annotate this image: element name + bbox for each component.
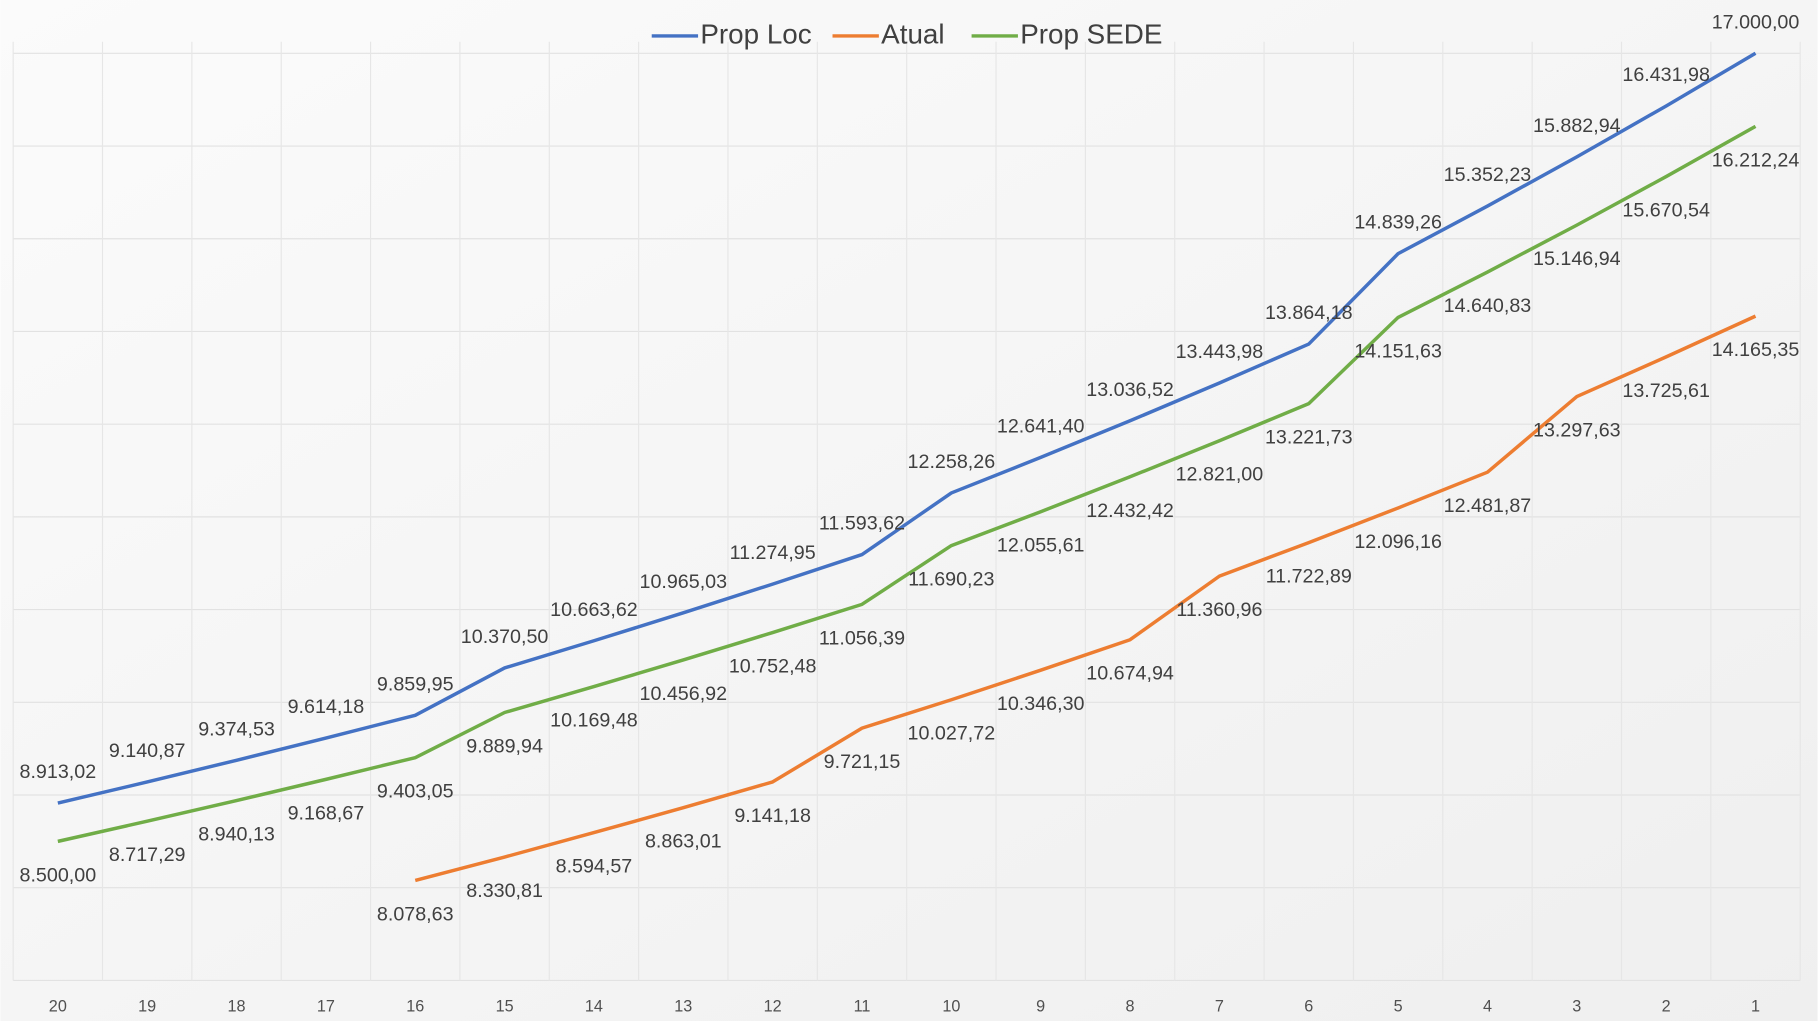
x-tick-label: 5 — [1394, 998, 1403, 1016]
x-tick-label: 9 — [1036, 998, 1045, 1016]
data-label: 11.274,95 — [730, 542, 816, 564]
data-label: 8.863,01 — [645, 831, 722, 853]
data-label: 12.641,40 — [997, 415, 1085, 437]
data-label: 12.096,16 — [1354, 531, 1442, 553]
x-tick-label: 11 — [854, 998, 871, 1016]
data-label: 8.913,02 — [20, 761, 97, 783]
legend-label: Prop Loc — [700, 18, 811, 49]
x-tick-label: 13 — [674, 998, 692, 1016]
data-label: 10.370,50 — [461, 626, 549, 648]
series-line — [57, 51, 1757, 805]
data-label: 12.432,42 — [1086, 500, 1174, 522]
data-label: 8.940,13 — [198, 824, 275, 846]
data-label: 16.431,98 — [1622, 64, 1710, 86]
legend-label: Atual — [881, 18, 944, 49]
x-tick-label: 7 — [1215, 998, 1224, 1016]
data-label: 9.614,18 — [288, 696, 365, 718]
data-label: 15.670,54 — [1622, 200, 1710, 222]
data-label: 13.864,18 — [1265, 302, 1353, 324]
x-tick-label: 20 — [49, 998, 67, 1016]
data-label: 12.258,26 — [908, 451, 996, 473]
series-line — [414, 314, 1757, 883]
data-label: 13.725,61 — [1622, 380, 1710, 402]
x-tick-label: 2 — [1662, 998, 1671, 1016]
data-label: 10.027,72 — [908, 723, 996, 745]
x-tick-label: 6 — [1304, 998, 1313, 1016]
x-tick-label: 4 — [1483, 998, 1492, 1016]
data-label: 15.352,23 — [1444, 164, 1532, 186]
data-label: 12.055,61 — [997, 535, 1085, 557]
data-label: 9.168,67 — [288, 802, 365, 824]
data-label: 11.056,39 — [819, 627, 905, 649]
data-label: 14.151,63 — [1354, 340, 1442, 362]
x-tick-label: 17 — [317, 998, 335, 1016]
data-label: 10.663,62 — [550, 599, 638, 621]
data-label: 12.481,87 — [1444, 495, 1532, 517]
data-label: 8.500,00 — [20, 864, 97, 886]
data-label: 8.594,57 — [556, 856, 633, 878]
data-label: 11.593,62 — [819, 513, 905, 535]
data-label: 14.165,35 — [1712, 339, 1800, 361]
x-tick-label: 14 — [585, 998, 603, 1016]
data-label: 10.674,94 — [1086, 663, 1174, 685]
data-label: 17.000,00 — [1712, 11, 1800, 33]
legend-label: Prop SEDE — [1020, 18, 1162, 49]
data-label: 9.721,15 — [824, 751, 901, 773]
data-label: 9.403,05 — [377, 781, 454, 803]
data-label: 9.889,94 — [466, 735, 543, 757]
data-label: 15.882,94 — [1533, 115, 1621, 137]
data-label: 14.839,26 — [1354, 212, 1442, 234]
x-tick-label: 15 — [496, 998, 514, 1016]
data-label: 16.212,24 — [1712, 149, 1800, 171]
data-label: 11.690,23 — [908, 569, 994, 591]
data-label: 10.346,30 — [997, 693, 1085, 715]
x-tick-label: 12 — [764, 998, 782, 1016]
data-label: 9.374,53 — [198, 718, 275, 740]
data-label: 9.140,87 — [109, 740, 186, 762]
x-tick-label: 8 — [1126, 998, 1135, 1016]
data-label: 10.752,48 — [729, 656, 817, 678]
data-label: 10.965,03 — [640, 571, 728, 593]
data-label: 10.456,92 — [640, 683, 728, 705]
data-label: 15.146,94 — [1533, 248, 1621, 270]
x-tick-label: 3 — [1572, 998, 1581, 1016]
data-label: 12.821,00 — [1176, 464, 1264, 486]
data-label: 8.078,63 — [377, 903, 454, 925]
data-label: 9.859,95 — [377, 673, 454, 695]
data-label: 14.640,83 — [1444, 295, 1532, 317]
data-label: 13.221,73 — [1265, 427, 1353, 449]
data-label: 13.443,98 — [1176, 341, 1264, 363]
data-label: 8.330,81 — [466, 880, 543, 902]
x-tick-label: 18 — [228, 998, 246, 1016]
data-label: 11.722,89 — [1266, 566, 1352, 588]
x-tick-label: 16 — [406, 998, 424, 1016]
data-label: 11.360,96 — [1176, 599, 1262, 621]
x-tick-label: 10 — [942, 998, 960, 1016]
data-label: 13.036,52 — [1086, 379, 1174, 401]
series-line — [57, 124, 1757, 844]
x-tick-label: 1 — [1751, 998, 1760, 1016]
data-label: 10.169,48 — [550, 710, 638, 732]
data-label: 8.717,29 — [109, 844, 186, 866]
x-tick-label: 19 — [138, 998, 156, 1016]
data-label: 13.297,63 — [1533, 420, 1621, 442]
data-label: 9.141,18 — [734, 805, 811, 827]
